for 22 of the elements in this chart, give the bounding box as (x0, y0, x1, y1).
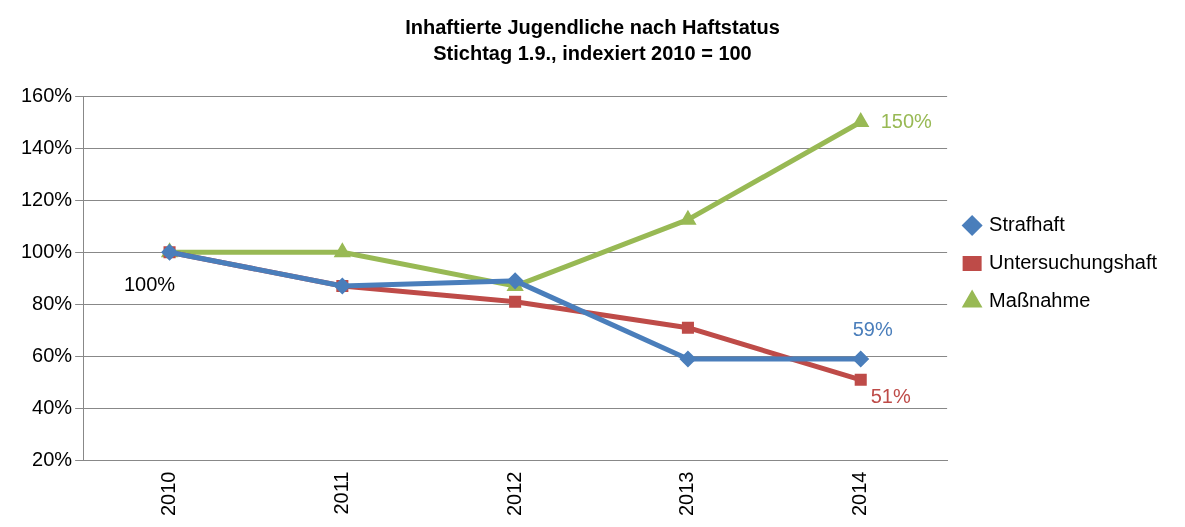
data-label: 150% (880, 109, 933, 132)
y-tick-label: 100% (21, 239, 73, 262)
data-label: 51% (870, 385, 911, 408)
y-tick-label: 80% (32, 291, 73, 314)
x-tick-label: 2011 (329, 471, 352, 515)
y-tick-label: 20% (32, 448, 73, 471)
chart-title: Inhaftierte Jugendliche nach Haftstatus (405, 15, 780, 38)
x-tick-label: 2010 (157, 471, 180, 517)
legend-label: Maßnahme (989, 289, 1091, 312)
chart-subtitle: Stichtag 1.9., indexiert 2010 = 100 (433, 41, 752, 64)
legend-label: Untersuchungshaft (989, 251, 1158, 274)
x-tick-label: 2012 (502, 471, 525, 517)
y-tick-label: 120% (21, 187, 73, 210)
y-tick-label: 40% (32, 395, 73, 418)
legend-label: Strafhaft (989, 213, 1066, 236)
y-tick-label: 160% (21, 83, 73, 106)
y-tick-label: 140% (21, 135, 73, 158)
x-tick-label: 2014 (848, 471, 871, 517)
data-label: 59% (852, 318, 893, 341)
x-tick-label: 2013 (675, 471, 698, 517)
y-tick-label: 60% (32, 343, 73, 366)
annotation: 100% (123, 272, 176, 295)
